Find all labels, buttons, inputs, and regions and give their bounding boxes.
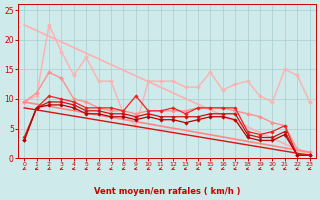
- X-axis label: Vent moyen/en rafales ( km/h ): Vent moyen/en rafales ( km/h ): [94, 187, 240, 196]
